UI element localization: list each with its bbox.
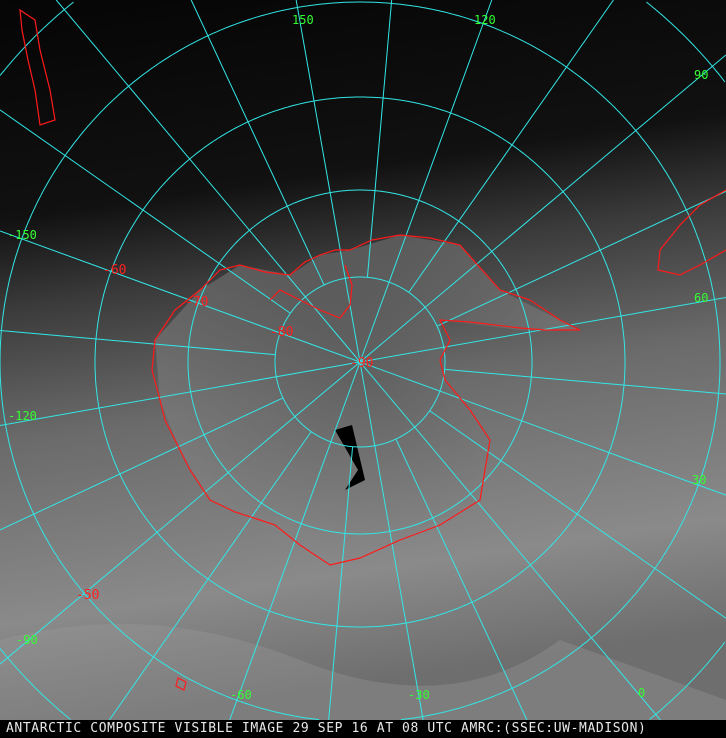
meridian-line — [359, 54, 726, 363]
lon-label: 30 — [692, 473, 706, 487]
lon-label: -60 — [230, 688, 252, 702]
meridian-line — [108, 431, 312, 720]
latitude-circle — [274, 276, 446, 448]
latitude-circle — [187, 189, 533, 535]
lon-label: 0 — [638, 686, 645, 700]
cloud-band — [0, 624, 726, 720]
antarctica-ice — [155, 235, 580, 565]
meridian-line — [359, 361, 726, 496]
latitude-circle — [646, 1, 726, 83]
polar-map: 150 120 90 60 30 0 -30 -60 -90 -120 -150… — [0, 0, 726, 720]
meridian-line — [359, 361, 661, 720]
lon-label: -150 — [8, 228, 37, 242]
latitude-circle — [94, 96, 626, 628]
lat-label: -70 — [185, 295, 208, 310]
latitude-circle — [400, 362, 721, 720]
graticule — [0, 0, 726, 720]
meridian-line — [395, 438, 528, 720]
lat-label: -50 — [76, 588, 99, 603]
meridian-line — [328, 446, 354, 720]
meridian-line — [359, 0, 493, 363]
lon-label: -30 — [408, 688, 430, 702]
ross-ice-shelf — [269, 264, 353, 319]
latitude-circle — [0, 648, 71, 720]
lat-label: -90 — [350, 356, 373, 371]
meridian-line — [190, 0, 325, 286]
south-america-coastline — [657, 189, 726, 276]
meridian-line — [436, 190, 726, 327]
antarctica-coastline — [151, 234, 581, 566]
lon-label: -90 — [16, 633, 38, 647]
new-zealand-coastline — [19, 8, 56, 126]
meridian-line — [444, 368, 726, 395]
meridian-line — [0, 361, 361, 665]
meridian-line — [295, 0, 361, 363]
lon-label: -120 — [8, 409, 37, 423]
latitude-circle — [649, 641, 726, 720]
meridian-line — [0, 397, 284, 531]
meridian-line — [0, 109, 291, 314]
lon-label: 150 — [292, 13, 314, 27]
grid-labels: 150 120 90 60 30 0 -30 -60 -90 -120 -150… — [8, 13, 708, 702]
image-caption: ANTARCTIC COMPOSITE VISIBLE IMAGE 29 SEP… — [0, 720, 726, 738]
coastlines — [19, 8, 726, 691]
meridian-line — [366, 0, 393, 278]
island-coastline — [175, 677, 187, 691]
meridian-line — [359, 361, 424, 720]
meridian-line — [55, 0, 361, 363]
lon-label: 90 — [694, 68, 708, 82]
data-gap — [335, 425, 365, 490]
meridian-line — [0, 330, 276, 356]
lat-label: -60 — [103, 263, 126, 278]
latitude-circle — [0, 1, 721, 720]
meridian-line — [408, 0, 614, 293]
meridian-line — [429, 410, 726, 619]
latitude-circle — [0, 1, 74, 76]
meridian-line — [0, 230, 361, 363]
lat-label: -80 — [270, 325, 293, 340]
lon-label: 60 — [694, 291, 708, 305]
meridian-line — [0, 361, 361, 426]
lon-label: 120 — [474, 13, 496, 27]
